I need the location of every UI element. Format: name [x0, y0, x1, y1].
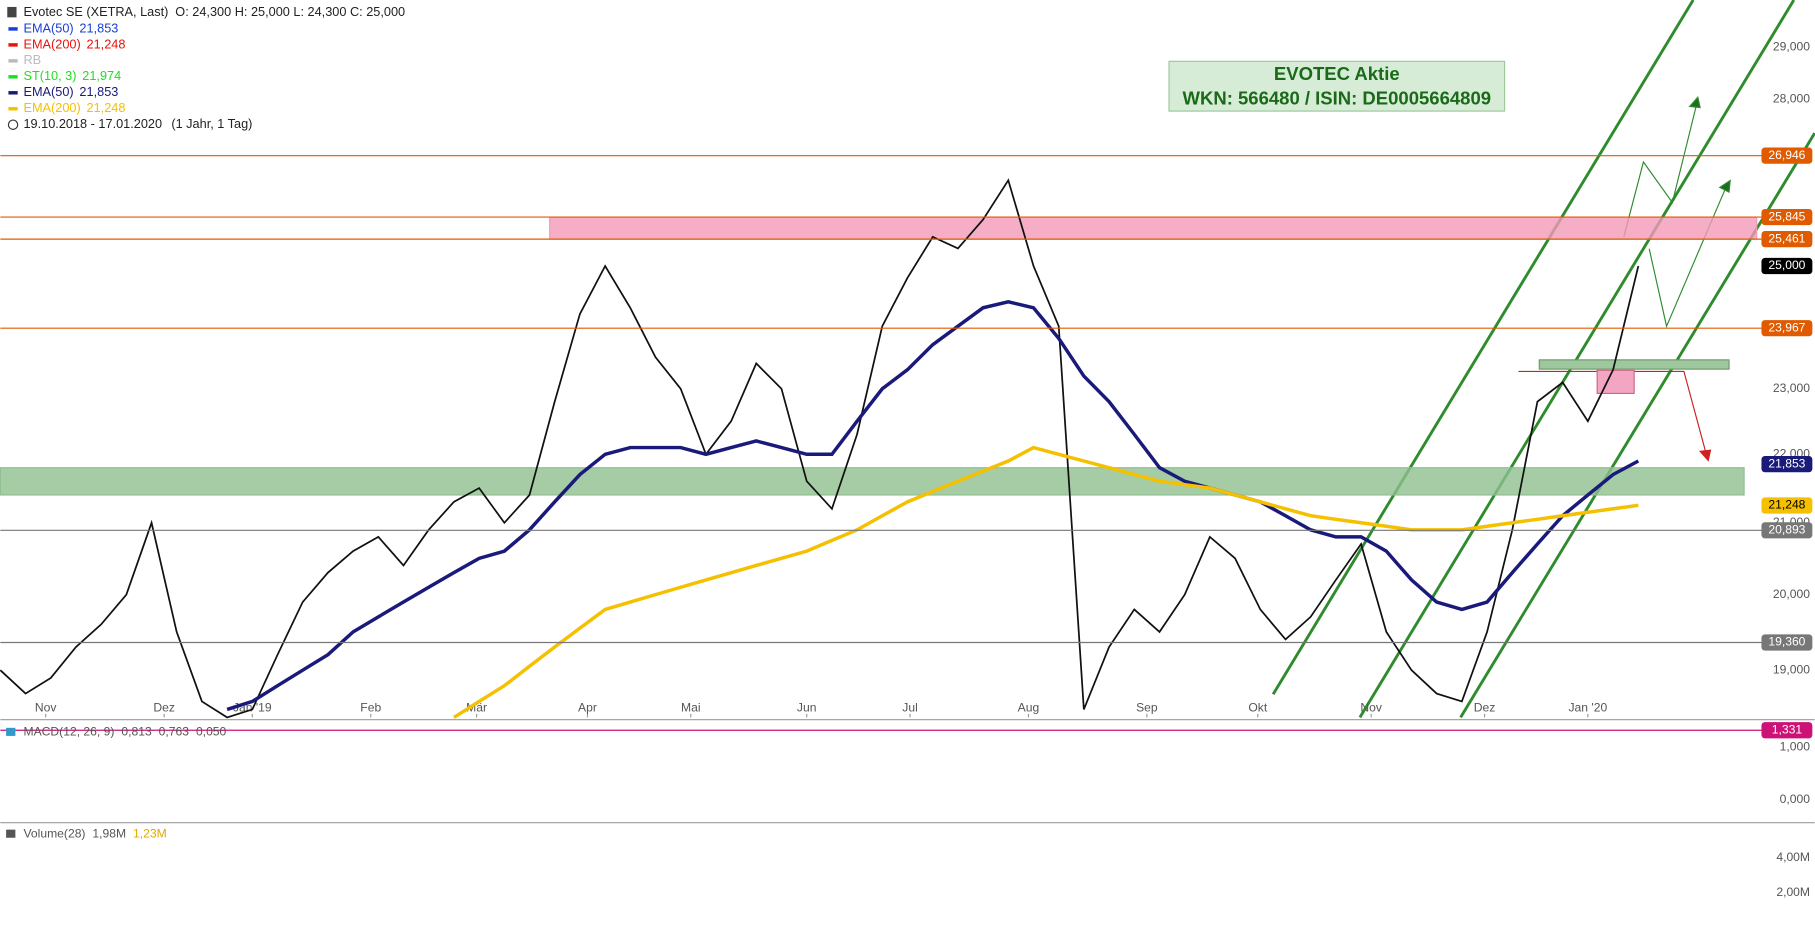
level-label: 23,967	[1768, 320, 1805, 334]
legend-name: EMA(200)	[23, 100, 80, 115]
legend-name: EMA(50)	[23, 84, 73, 99]
zone	[0, 467, 1745, 496]
level-label: 21,248	[1768, 498, 1805, 512]
y-tick-label: 2,00M	[1776, 885, 1810, 899]
level-label: 25,461	[1768, 231, 1805, 245]
period-note: (1 Jahr, 1 Tag)	[171, 116, 252, 131]
x-tick-label: Jan '20	[1569, 700, 1608, 714]
legend-swatch	[8, 27, 18, 31]
x-tick-label: Feb	[360, 700, 381, 714]
y-tick-label: 19,000	[1773, 662, 1810, 676]
small-zone	[1596, 369, 1635, 394]
level-tag	[1761, 208, 1813, 226]
level-label: 20,893	[1768, 522, 1805, 536]
y-tick-label: 20,000	[1773, 587, 1810, 601]
legend-name: EMA(200)	[23, 36, 80, 51]
x-tick-label: Mär	[466, 700, 487, 714]
legend-swatch	[8, 43, 18, 47]
clock-icon	[7, 119, 19, 130]
level-tag	[1761, 231, 1813, 248]
level-label: 1,331	[1772, 722, 1803, 736]
x-tick-label: Mai	[681, 700, 701, 714]
annotation-box	[1168, 60, 1506, 112]
legend-value: 21,974	[82, 68, 121, 83]
x-tick-label: Jul	[902, 700, 918, 714]
x-tick-label: Jun	[797, 700, 817, 714]
panel-reading: 0,763	[159, 725, 190, 739]
x-tick-label: Dez	[153, 700, 175, 714]
panel-icon	[6, 829, 16, 838]
y-tick-label: 0,000	[1780, 792, 1811, 806]
panel-title: Volume(28)	[23, 826, 85, 840]
level-label: 25,845	[1768, 209, 1805, 223]
level-label: 26,946	[1768, 148, 1805, 162]
zone	[549, 216, 1758, 240]
level-label: 21,853	[1768, 456, 1805, 470]
level-tag	[1761, 147, 1813, 164]
legend-swatch	[8, 91, 18, 95]
annotation: EVOTEC Aktie	[1274, 63, 1400, 84]
level-tag	[1761, 634, 1813, 651]
legend-value: 21,248	[87, 36, 126, 51]
small-zone	[1538, 359, 1730, 370]
y-tick-label: 1,000	[1780, 740, 1811, 754]
panel-reading: 0,050	[196, 725, 227, 739]
legend-value: 21,853	[79, 84, 118, 99]
legend-title: Evotec SE (XETRA, Last)	[23, 4, 168, 19]
annotation: WKN: 566480 / ISIN: DE0005664809	[1183, 87, 1492, 108]
series-line	[226, 299, 1640, 712]
level-tag	[1761, 522, 1813, 539]
y-tick-label: 23,000	[1773, 381, 1810, 395]
x-tick-label: Nov	[35, 700, 57, 714]
y-tick-label: 4,00M	[1776, 850, 1810, 864]
series-line	[0, 178, 1640, 719]
panel-icon	[6, 727, 16, 736]
symbol-icon	[7, 6, 17, 18]
panel-reading: 1,98M	[92, 826, 126, 840]
legend-value: 21,248	[87, 100, 126, 115]
level-label: 19,360	[1768, 635, 1805, 649]
x-tick-label: Okt	[1248, 700, 1267, 714]
level-tag	[1761, 722, 1813, 739]
legend-swatch	[8, 75, 18, 79]
x-tick-label: Apr	[578, 700, 597, 714]
x-tick-label: Sep	[1136, 700, 1158, 714]
level-tag	[1761, 320, 1813, 337]
panel-reading: 1,23M	[133, 826, 167, 840]
x-tick-label: Dez	[1474, 700, 1496, 714]
level-tag	[1761, 257, 1813, 275]
legend-value: 21,853	[79, 20, 118, 35]
legend-name: EMA(50)	[23, 20, 73, 35]
x-tick-label: Nov	[1360, 700, 1382, 714]
panel-title: MACD(12, 26, 9)	[23, 725, 114, 739]
y-tick-label: 28,000	[1773, 91, 1810, 105]
panel-reading: 0,813	[121, 725, 152, 739]
legend-name: RB	[23, 52, 41, 67]
level-tag	[1761, 456, 1813, 473]
level-tag	[1761, 497, 1813, 514]
ohlc: O: 24,300 H: 25,000 L: 24,300 C: 25,000	[175, 4, 405, 19]
legend-swatch	[8, 59, 18, 63]
legend-swatch	[8, 107, 18, 111]
y-tick-label: 29,000	[1773, 40, 1810, 54]
x-tick-label: Aug	[1018, 700, 1040, 714]
legend-name: ST(10, 3)	[23, 68, 76, 83]
down-arrow	[1518, 370, 1712, 462]
level-label: 25,000	[1768, 258, 1805, 272]
period: 19.10.2018 - 17.01.2020	[23, 116, 162, 131]
